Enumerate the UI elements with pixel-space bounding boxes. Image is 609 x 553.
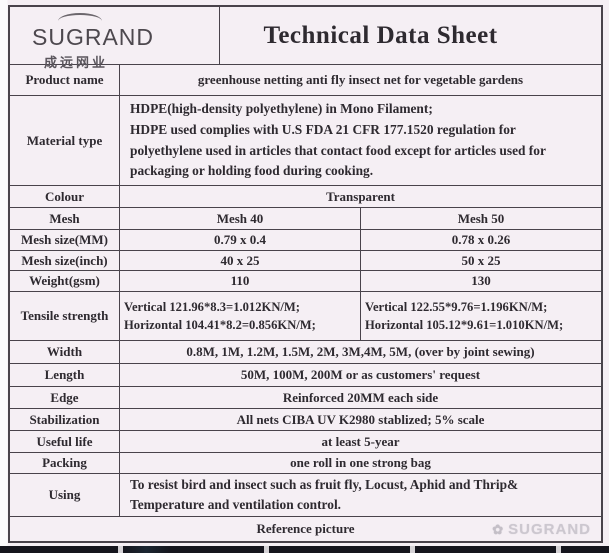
row-packing: Packing one roll in one strong bag: [10, 452, 601, 473]
photo-strip: [0, 546, 609, 553]
using-value: To resist bird and insect such as fruit …: [120, 474, 601, 516]
mesh-col2: Mesh 50: [457, 210, 505, 226]
mesh-col1: Mesh 40: [120, 208, 361, 229]
row-label: Useful life: [10, 431, 120, 452]
reference-picture-label: Reference picture: [256, 521, 355, 536]
row-width: Width 0.8M, 1M, 1.2M, 1.5M, 2M, 3M,4M, 5…: [10, 340, 601, 363]
row-useful-life: Useful life at least 5-year: [10, 430, 601, 452]
photo-strip-gap: [118, 546, 123, 553]
using-text: To resist bird and insect such as fruit …: [130, 476, 519, 512]
useful-life-value: at least 5-year: [321, 433, 400, 449]
row-weight: Weight(gsm) 110 130: [10, 270, 601, 291]
logo-subtitle: 成远网业: [44, 55, 109, 70]
row-mesh: Mesh Mesh 40 Mesh 50: [10, 207, 601, 229]
logo-text: SUGRAND: [32, 24, 155, 50]
row-using: Using To resist bird and insect such as …: [10, 473, 601, 516]
page-title: Technical Data Sheet: [263, 21, 498, 49]
edge-value: Reinforced 20MM each side: [282, 389, 439, 405]
header-row: SUGRAND 成远网业 Technical Data Sheet: [10, 7, 601, 70]
tensile-col1-text: Vertical 121.96*8.3=1.012KN/M; Horizontal…: [124, 298, 316, 335]
mesh-size-inch-col2: 50 x 25: [461, 252, 501, 268]
row-label: Length: [10, 364, 120, 386]
material-type-text: HDPE(high-density polyethylene) in Mono …: [124, 97, 597, 184]
row-stabilization: Stabilization All nets CIBA UV K2980 sta…: [10, 408, 601, 430]
tensile-col2-text: Vertical 122.55*9.76=1.196KN/M; Horizonta…: [365, 298, 563, 335]
row-mesh-size-inch: Mesh size(inch) 40 x 25 50 x 25: [10, 250, 601, 270]
row-label: Mesh size(MM): [10, 230, 120, 250]
row-label: Edge: [10, 387, 120, 408]
row-material-type: Material type HDPE(high-density polyethy…: [10, 95, 601, 185]
row-mesh-size-mm: Mesh size(MM) 0.79 x 0.4 0.78 x 0.26: [10, 229, 601, 250]
tensile-col2-line1: Vertical 122.55*9.76=1.196KN/M;: [365, 299, 548, 314]
photo-strip-gap: [556, 546, 561, 553]
mesh-size-mm-col2: 0.78 x 0.26: [451, 232, 511, 247]
logo: SUGRAND 成远网业: [10, 7, 220, 70]
tensile-col2: Vertical 122.55*9.76=1.196KN/M; Horizonta…: [361, 292, 601, 340]
width-value: 0.8M, 1M, 1.2M, 1.5M, 2M, 3M,4M, 5M, (ov…: [186, 344, 535, 359]
tensile-col1-line1: Vertical 121.96*8.3=1.012KN/M;: [124, 299, 300, 314]
sugrand-watermark-text: SUGRAND: [508, 521, 591, 538]
row-reference-picture: Reference picture ✿ SUGRAND: [10, 516, 601, 541]
spec-table: SUGRAND 成远网业 Technical Data Sheet Produc…: [8, 5, 603, 543]
row-label: Material type: [10, 96, 120, 185]
material-line1: HDPE(high-density polyethylene) in Mono …: [130, 100, 433, 116]
weight-col2: 130: [471, 273, 491, 288]
row-label: Packing: [10, 453, 120, 473]
material-line2: HDPE used complies with U.S FDA 21 CFR 1…: [130, 121, 546, 179]
tensile-col1: Vertical 121.96*8.3=1.012KN/M; Horizontal…: [120, 292, 361, 340]
row-length: Length 50M, 100M, 200M or as customers' …: [10, 363, 601, 386]
product-name-value: greenhouse netting anti fly insect net f…: [197, 72, 524, 87]
weight-col1: 110: [120, 271, 361, 291]
colour-value: Transparent: [326, 188, 395, 204]
material-type-value: HDPE(high-density polyethylene) in Mono …: [120, 96, 601, 185]
sugrand-watermark: ✿ SUGRAND: [492, 521, 591, 538]
row-label: Stabilization: [10, 409, 120, 430]
photo-strip-gap: [410, 546, 415, 553]
logo-arc-icon: [58, 13, 102, 29]
length-value: 50M, 100M, 200M or as customers' request: [240, 367, 481, 382]
mesh-size-inch-col1: 40 x 25: [120, 251, 361, 270]
row-label: Mesh: [10, 208, 120, 229]
tensile-col1-line2: Horizontal 104.41*8.2=0.856KN/M;: [124, 318, 316, 332]
row-label: Product name: [10, 65, 120, 95]
row-label: Weight(gsm): [10, 271, 120, 291]
row-colour: Colour Transparent: [10, 185, 601, 207]
tensile-col2-line2: Horizontal 105.12*9.61=1.010KN/M;: [365, 318, 564, 332]
row-label: Mesh size(inch): [10, 251, 120, 270]
mesh-size-mm-col1: 0.79 x 0.4: [120, 230, 361, 250]
row-label: Width: [10, 341, 120, 363]
photo-strip-gap: [264, 546, 269, 553]
sugrand-watermark-icon: ✿: [492, 521, 505, 537]
stabilization-value: All nets CIBA UV K2980 stablized; 5% sca…: [236, 411, 485, 427]
row-edge: Edge Reinforced 20MM each side: [10, 386, 601, 408]
row-tensile-strength: Tensile strength Vertical 121.96*8.3=1.0…: [10, 291, 601, 340]
row-label: Tensile strength: [10, 292, 120, 340]
row-product-name: Product name greenhouse netting anti fly…: [10, 64, 601, 95]
row-label: Colour: [10, 186, 120, 207]
packing-value: one roll in one strong bag: [290, 455, 431, 470]
row-label: Using: [10, 474, 120, 516]
